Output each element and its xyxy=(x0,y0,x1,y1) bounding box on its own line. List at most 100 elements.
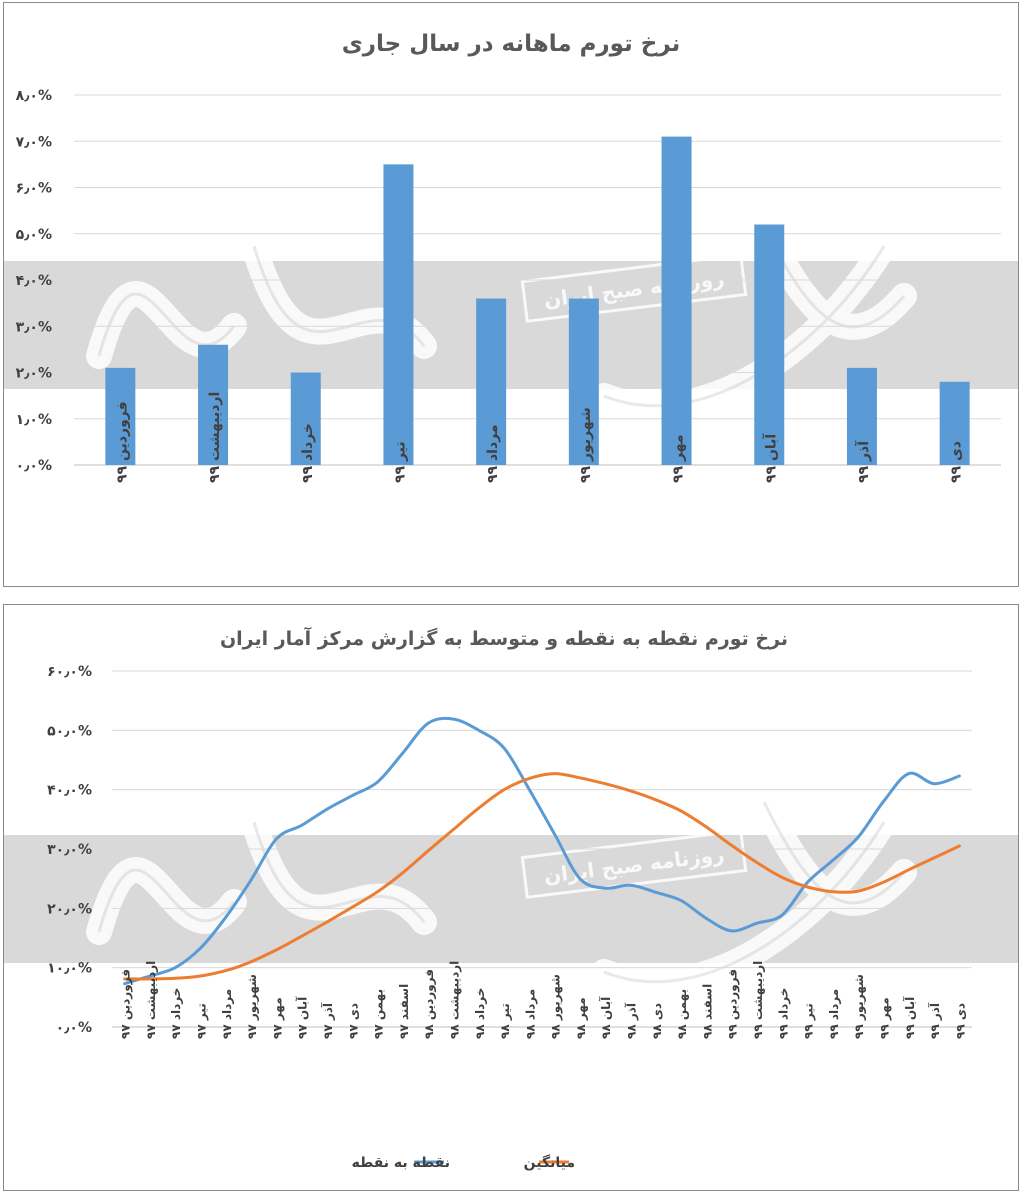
bar xyxy=(846,367,877,465)
x-tick-label: فروردین ۹۷ xyxy=(119,969,134,1039)
y-tick-label: ۰٫۰% xyxy=(16,458,52,474)
data-point xyxy=(806,885,809,889)
x-tick-label: شهریور ۹۹ xyxy=(852,974,867,1039)
data-point xyxy=(376,780,379,784)
data-point xyxy=(604,886,607,890)
data-point xyxy=(376,890,379,893)
data-point xyxy=(755,921,759,925)
data-point xyxy=(781,913,784,917)
watermark-outline xyxy=(97,801,906,984)
watermark-outline xyxy=(97,225,906,408)
data-point xyxy=(477,806,480,810)
data-point xyxy=(932,782,936,785)
data-point xyxy=(781,876,784,879)
data-point xyxy=(679,809,683,813)
data-point xyxy=(705,825,708,829)
data-point xyxy=(654,798,658,801)
y-tick-label: ۷٫۰% xyxy=(16,134,52,150)
x-tick-label: مرداد ۹۷ xyxy=(220,989,234,1039)
y-tick-label: ۱۰٫۰% xyxy=(47,961,92,977)
data-point xyxy=(452,828,455,831)
chart-title: نرخ تورم نقطه به نقطه و متوسط به گزارش م… xyxy=(220,626,788,650)
x-tick-label: دی ۹۹ xyxy=(949,441,965,483)
data-point xyxy=(578,877,582,880)
x-tick-label: مرداد ۹۸ xyxy=(523,989,537,1039)
data-point xyxy=(249,878,253,882)
x-tick-label: دی ۹۷ xyxy=(346,1003,360,1039)
y-tick-label: ۲٫۰% xyxy=(16,366,52,382)
data-point xyxy=(958,844,961,848)
data-point xyxy=(629,883,632,887)
data-point xyxy=(578,776,582,779)
data-point xyxy=(300,824,303,827)
y-tick-label: ۲۰٫۰% xyxy=(47,901,92,917)
x-tick-label: خرداد ۹۸ xyxy=(473,988,487,1039)
data-point xyxy=(806,881,809,884)
data-point xyxy=(604,782,607,785)
data-point xyxy=(528,777,531,780)
x-tick-label: اسفند ۹۷ xyxy=(397,984,411,1039)
data-point xyxy=(300,935,303,938)
x-tick-label: آبان ۹۹ xyxy=(761,433,779,483)
legend: نقطه به نقطه میانگین xyxy=(352,1154,575,1171)
y-tick-label: ۳۰٫۰% xyxy=(47,842,92,858)
watermark-caption-box xyxy=(520,829,748,899)
data-point xyxy=(882,800,885,803)
data-point xyxy=(174,977,177,980)
x-tick-label: اردیبهشت ۹۸ xyxy=(447,961,461,1039)
data-point xyxy=(401,871,405,874)
y-tick-label: ۴٫۰% xyxy=(16,273,52,289)
x-tick-label: آذر ۹۹ xyxy=(927,1002,942,1039)
x-tick-label: بهمن ۹۸ xyxy=(675,989,689,1039)
y-tick-label: ۳٫۰% xyxy=(16,319,52,335)
data-point xyxy=(502,788,506,791)
monthly-inflation-bar-chart: روزنامه صبح ایران ۰٫۰%۱٫۰%۲٫۰%۳٫۰%۴٫۰%۵٫… xyxy=(4,31,1018,483)
x-tick-label: خرداد ۹۷ xyxy=(169,988,183,1039)
bar xyxy=(568,298,599,465)
legend-label: نقطه به نقطه xyxy=(352,1155,450,1171)
series-line-average xyxy=(123,772,961,981)
data-point xyxy=(123,977,126,981)
x-tick-label: مهر ۹۹ xyxy=(671,434,687,483)
data-point xyxy=(958,774,961,778)
x-tick-label: تیر ۹۹ xyxy=(392,441,408,483)
x-tick-label: فروردین ۹۸ xyxy=(422,969,437,1039)
data-point xyxy=(629,789,632,793)
x-tick-label: خرداد ۹۹ xyxy=(300,423,316,483)
data-point xyxy=(426,722,430,725)
data-point xyxy=(502,746,506,750)
x-tick-label: مهر ۹۹ xyxy=(877,997,891,1039)
data-point xyxy=(882,881,885,884)
y-tick-label: ۰٫۰% xyxy=(56,1020,92,1036)
x-tick-label: آذر ۹۹ xyxy=(854,440,872,483)
data-point xyxy=(477,729,480,732)
x-tick-label: آذر ۹۸ xyxy=(624,1002,639,1039)
bar xyxy=(661,136,692,465)
x-tick-label: اردیبهشت ۹۹ xyxy=(207,392,223,483)
y-tick-label: ۶۰٫۰% xyxy=(47,664,92,680)
x-tick-label: اردیبهشت ۹۹ xyxy=(751,961,765,1039)
x-tick-label: فروردین ۹۹ xyxy=(726,969,741,1039)
x-tick-label: مهر ۹۷ xyxy=(270,997,284,1039)
data-point xyxy=(148,977,152,981)
y-tick-label: ۴۰٫۰% xyxy=(47,783,92,799)
x-tick-label: شهریور ۹۷ xyxy=(245,974,260,1039)
x-tick-label: آبان ۹۹ xyxy=(902,996,917,1039)
x-tick-label: مرداد ۹۹ xyxy=(827,989,841,1039)
data-point xyxy=(528,788,531,791)
x-tick-label: آبان ۹۷ xyxy=(295,996,310,1039)
legend-label: میانگین xyxy=(524,1154,575,1171)
x-tick-label: تیر ۹۹ xyxy=(802,1003,816,1039)
data-point xyxy=(401,751,405,755)
x-tick-label: شهریور ۹۹ xyxy=(578,407,594,483)
x-tick-label: دی ۹۸ xyxy=(650,1003,664,1039)
bar xyxy=(290,372,321,465)
x-tick-label: شهریور ۹۸ xyxy=(549,974,564,1039)
data-point xyxy=(275,948,278,952)
data-point xyxy=(705,917,708,920)
x-tick-label: مهر ۹۸ xyxy=(574,997,588,1039)
data-point xyxy=(654,891,658,894)
x-tick-label: اسفند ۹۸ xyxy=(700,984,714,1039)
watermark-logo: روزنامه صبح ایران xyxy=(86,789,917,995)
data-point xyxy=(325,920,329,924)
